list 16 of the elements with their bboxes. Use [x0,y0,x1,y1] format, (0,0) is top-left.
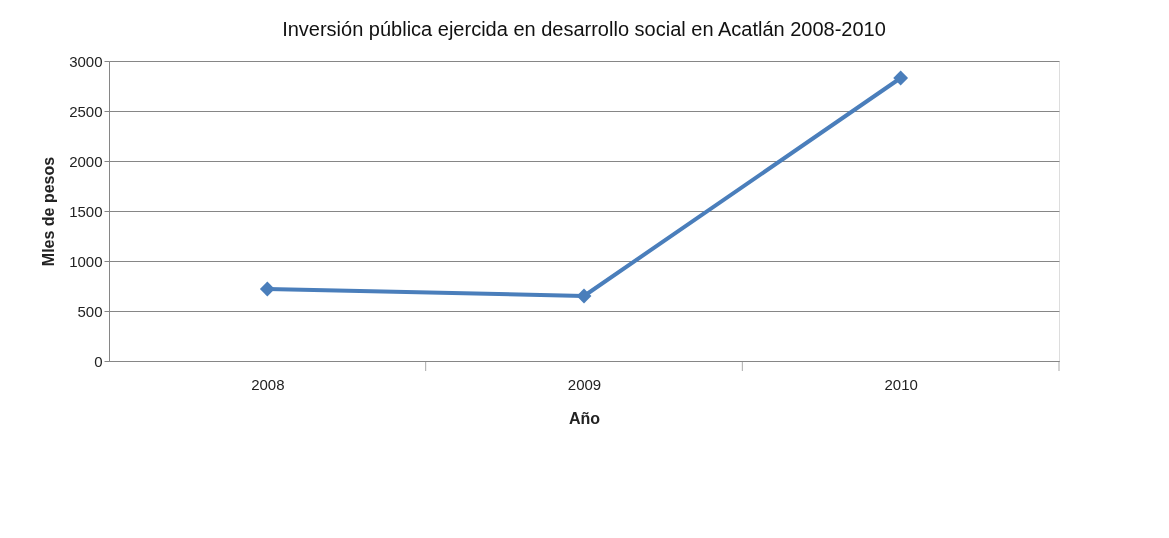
y-tick-label: 1500 [69,202,103,220]
point [893,70,909,86]
y-axis-title: Mles de pesos [40,156,58,267]
y-tick-label: 0 [94,352,103,370]
point [259,281,275,297]
y-tick-label: 3000 [69,52,103,70]
y-tick-label: 500 [77,302,103,320]
point [576,288,592,304]
x-tick-label: 2010 [884,375,918,393]
y-tick-label: 2000 [69,152,103,170]
x-tick-label: 2009 [567,375,602,393]
x-tick-label: 2008 [251,375,285,393]
y-tick-label: 1000 [69,252,103,270]
y-tick-label: 2500 [69,102,103,120]
chart-title: Inversión pública ejercida en desarrollo social en Acatlán 2008-2010 [282,18,886,40]
x-axis-title: Año [568,409,601,427]
